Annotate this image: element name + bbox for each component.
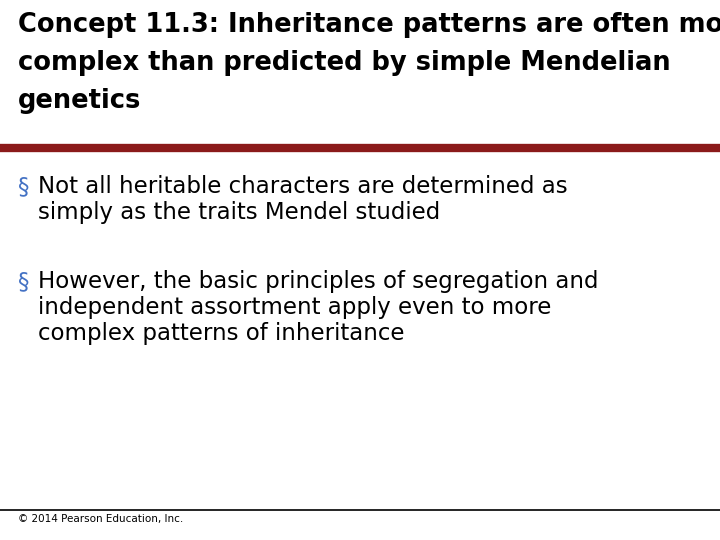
Text: genetics: genetics bbox=[18, 88, 141, 114]
Text: complex patterns of inheritance: complex patterns of inheritance bbox=[38, 322, 405, 345]
Text: complex than predicted by simple Mendelian: complex than predicted by simple Mendeli… bbox=[18, 50, 670, 76]
Text: Not all heritable characters are determined as: Not all heritable characters are determi… bbox=[38, 175, 567, 198]
Text: simply as the traits Mendel studied: simply as the traits Mendel studied bbox=[38, 201, 440, 224]
Text: §: § bbox=[18, 175, 30, 198]
Text: Concept 11.3: Inheritance patterns are often more: Concept 11.3: Inheritance patterns are o… bbox=[18, 12, 720, 38]
Text: © 2014 Pearson Education, Inc.: © 2014 Pearson Education, Inc. bbox=[18, 514, 184, 524]
Text: independent assortment apply even to more: independent assortment apply even to mor… bbox=[38, 296, 552, 319]
Text: However, the basic principles of segregation and: However, the basic principles of segrega… bbox=[38, 270, 598, 293]
Text: §: § bbox=[18, 270, 30, 293]
